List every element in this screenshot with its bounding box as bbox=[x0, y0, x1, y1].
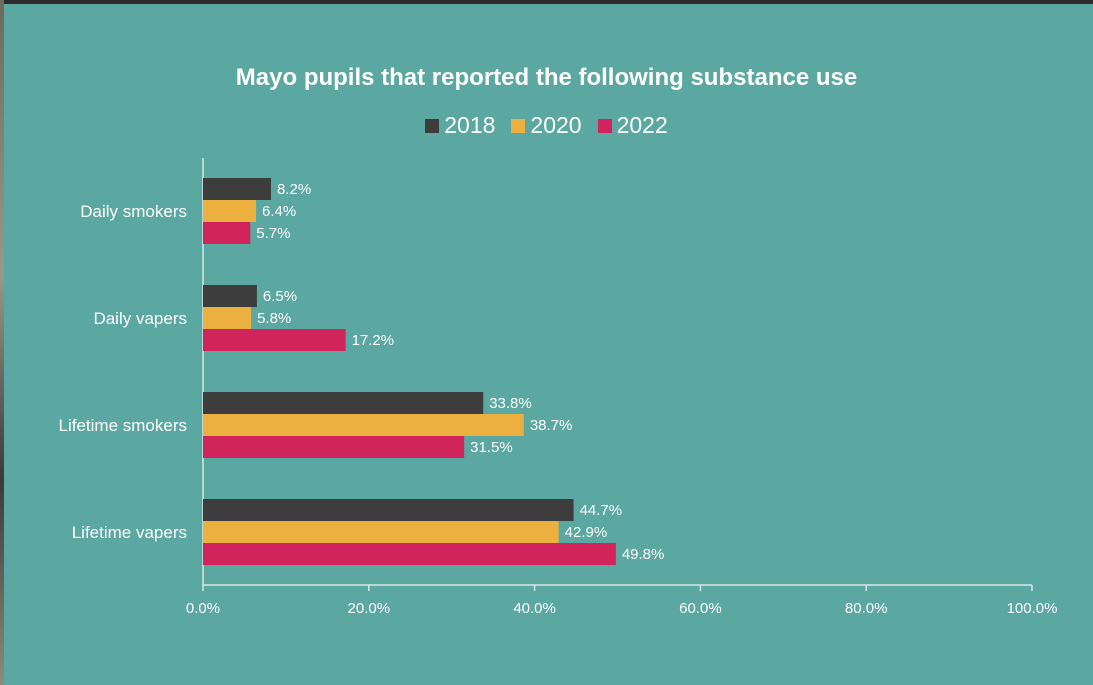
bar-2020 bbox=[203, 200, 257, 222]
data-label-2018: 33.8% bbox=[489, 395, 532, 412]
category-label: Lifetime smokers bbox=[59, 416, 187, 435]
x-tick-label: 80.0% bbox=[845, 600, 888, 617]
legend-item-2020: 2020 bbox=[511, 112, 582, 139]
x-tick-label: 100.0% bbox=[1007, 600, 1058, 617]
data-label-2020: 42.9% bbox=[565, 524, 608, 541]
bar-2022 bbox=[203, 222, 251, 244]
legend-label-2022: 2022 bbox=[616, 112, 668, 138]
bar-2022 bbox=[203, 436, 465, 458]
bar-2020 bbox=[203, 307, 252, 329]
data-label-2018: 6.5% bbox=[263, 288, 297, 305]
legend-item-2018: 2018 bbox=[425, 112, 495, 139]
legend-swatch-2018 bbox=[425, 118, 440, 133]
data-label-2022: 31.5% bbox=[470, 439, 513, 456]
bar-2018 bbox=[203, 178, 271, 200]
bar-2022 bbox=[203, 543, 616, 565]
x-tick-label: 40.0% bbox=[513, 600, 556, 617]
x-tick-label: 0.0% bbox=[186, 600, 220, 617]
category-label: Lifetime vapers bbox=[72, 523, 187, 542]
chart-title: Mayo pupils that reported the following … bbox=[235, 64, 858, 91]
bar-2020 bbox=[203, 521, 559, 543]
data-label-2022: 17.2% bbox=[352, 332, 395, 349]
bar-2018 bbox=[203, 392, 484, 414]
data-label-2022: 5.7% bbox=[256, 225, 290, 242]
left-edge-strip bbox=[0, 0, 4, 685]
legend-label-2018: 2018 bbox=[444, 112, 496, 138]
legend-swatch-2020 bbox=[511, 118, 526, 133]
data-label-2020: 6.4% bbox=[262, 203, 296, 220]
legend-label-2020: 2020 bbox=[530, 112, 582, 138]
data-label-2022: 49.8% bbox=[622, 546, 665, 563]
chart-background bbox=[4, 4, 1093, 685]
x-tick-label: 60.0% bbox=[679, 600, 722, 617]
category-label: Daily smokers bbox=[80, 202, 187, 221]
data-label-2020: 38.7% bbox=[530, 417, 573, 434]
bar-2022 bbox=[203, 329, 346, 351]
data-label-2018: 44.7% bbox=[580, 502, 623, 519]
chart-legend: 2018 2020 2022 bbox=[0, 112, 1093, 139]
bar-2020 bbox=[203, 414, 524, 436]
bar-2018 bbox=[203, 285, 257, 307]
data-label-2020: 5.8% bbox=[257, 310, 291, 327]
category-label: Daily vapers bbox=[93, 309, 187, 328]
data-label-2018: 8.2% bbox=[277, 181, 311, 198]
legend-item-2022: 2022 bbox=[597, 112, 668, 139]
x-tick-label: 20.0% bbox=[348, 600, 391, 617]
bar-2018 bbox=[203, 499, 574, 521]
legend-swatch-2022 bbox=[597, 118, 612, 133]
